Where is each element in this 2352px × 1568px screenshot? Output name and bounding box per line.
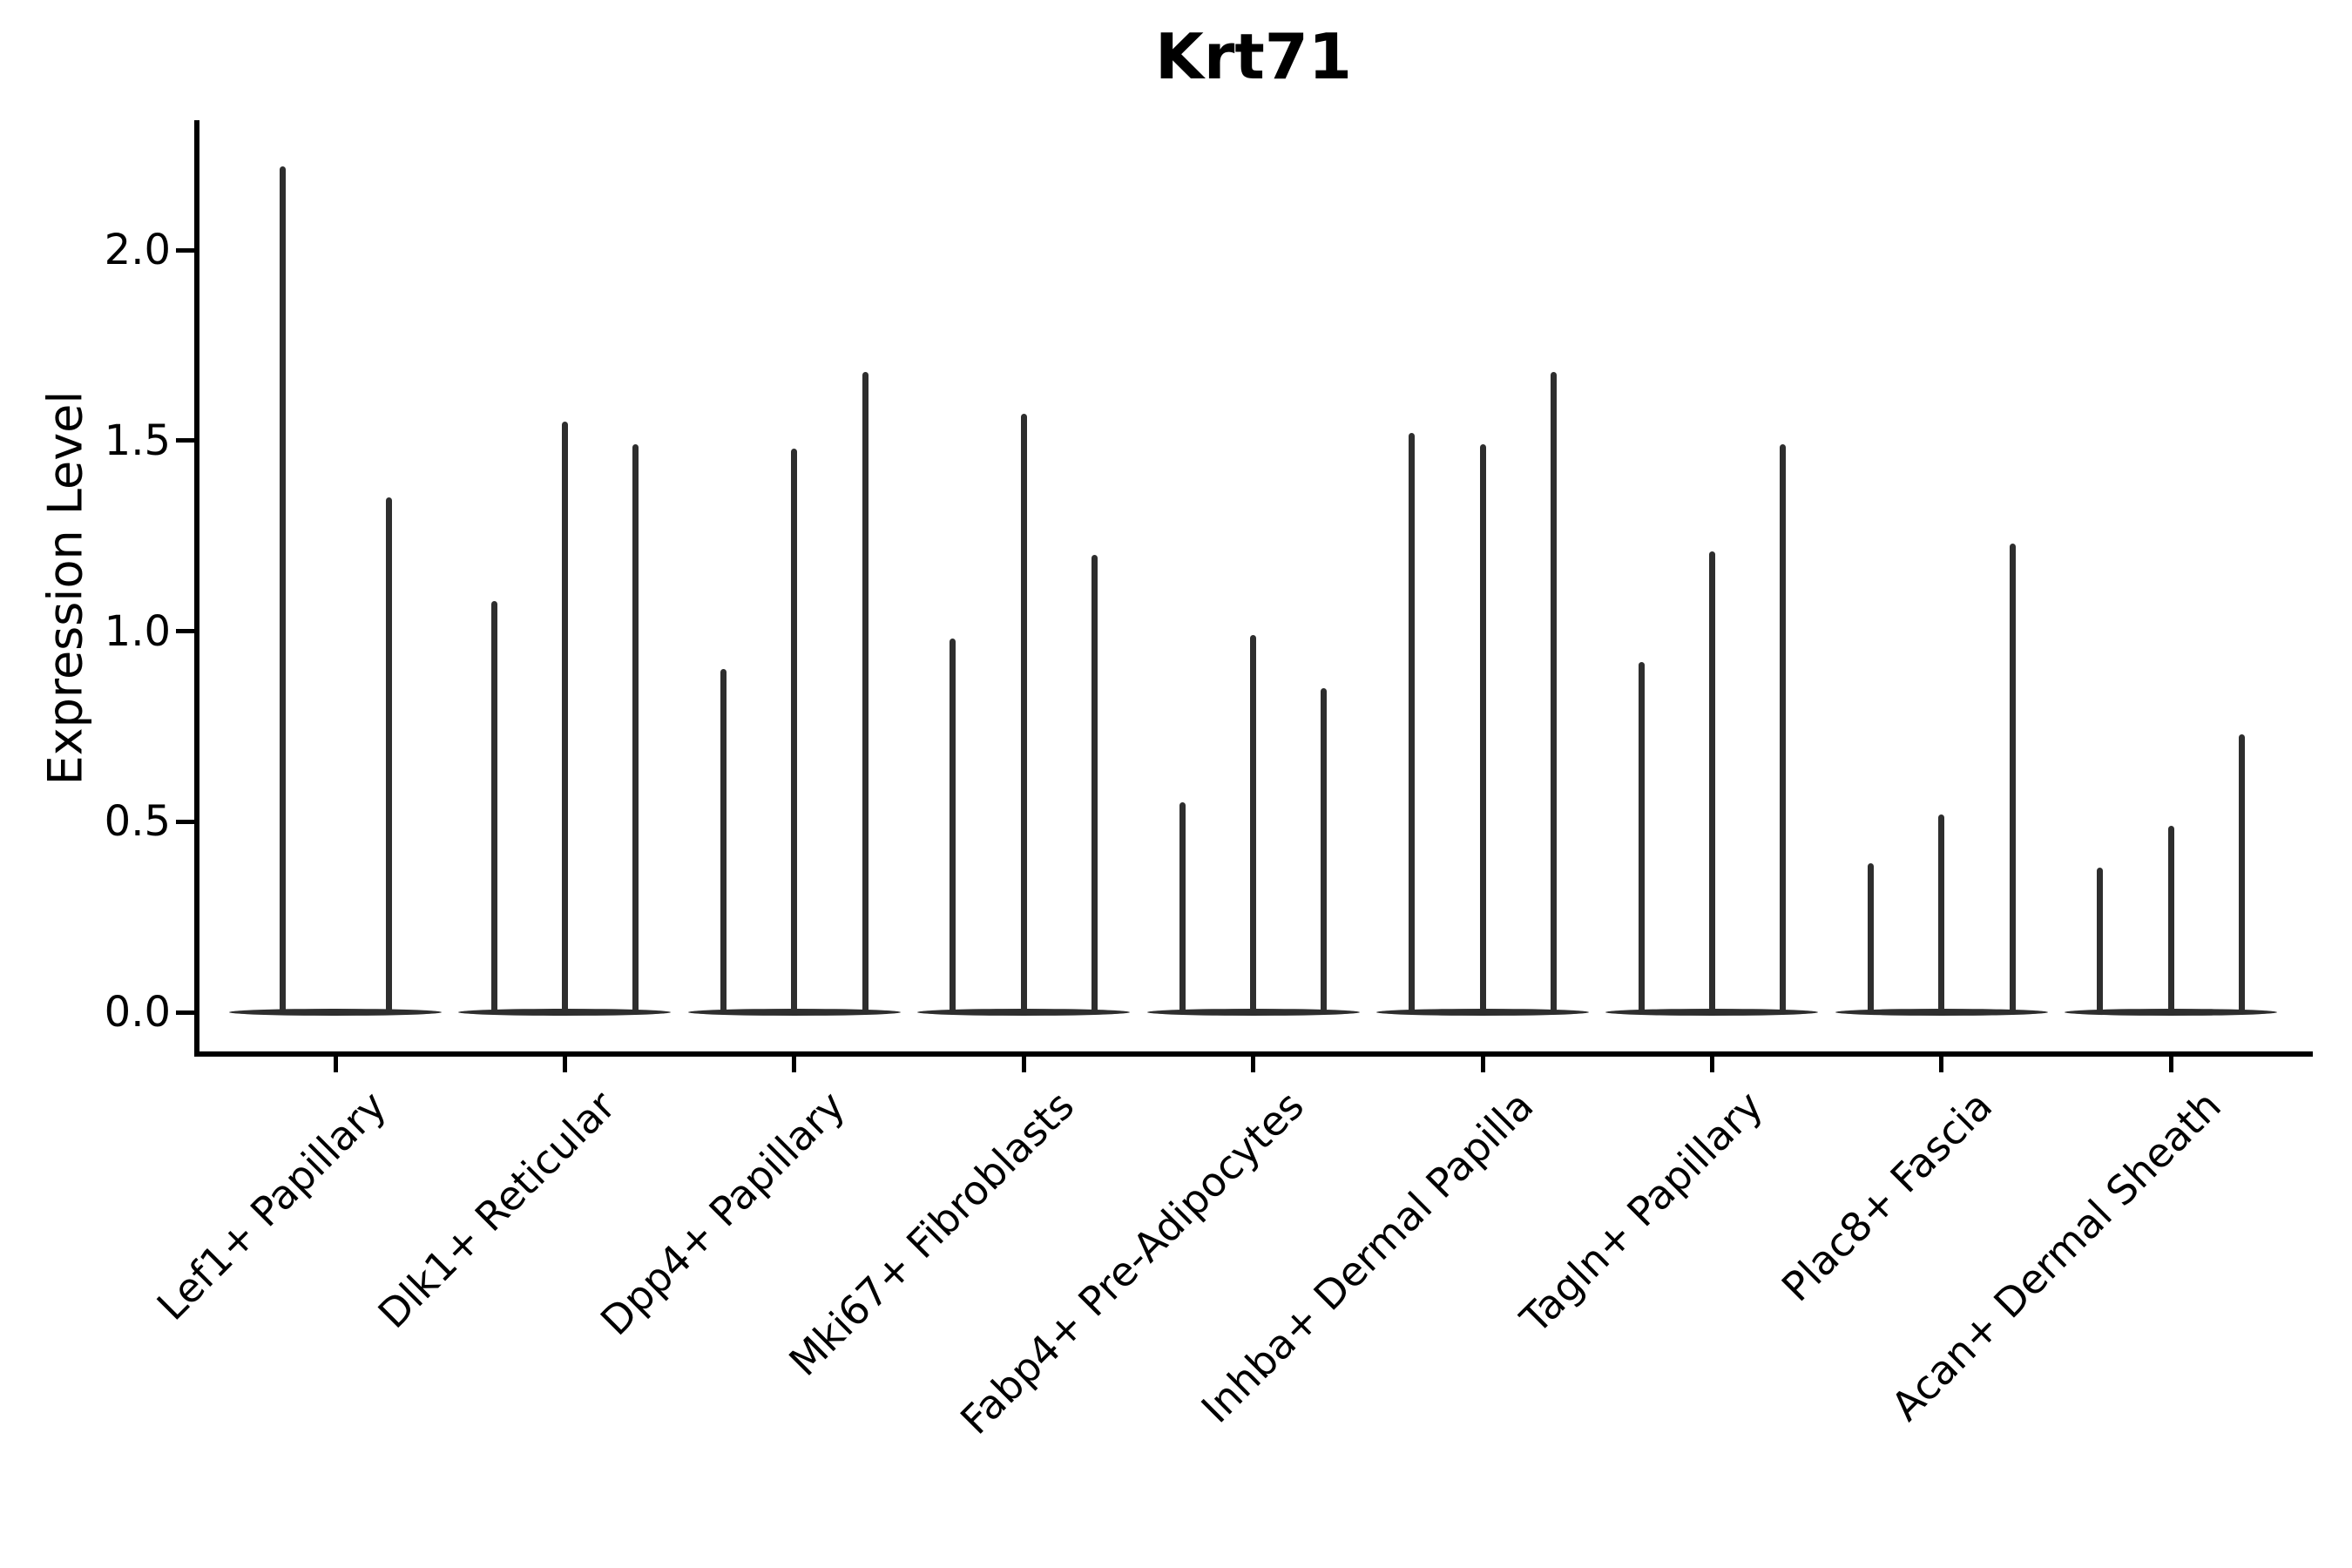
x-axis-tick (1480, 1057, 1485, 1072)
x-axis-label: Lef1+ Papillary (147, 1082, 395, 1329)
x-axis-spine (194, 1051, 2313, 1057)
x-axis-label: Dpp4+ Papillary (591, 1082, 854, 1345)
violin-spike (2239, 733, 2245, 1010)
violin-spike (1020, 414, 1027, 1010)
violin-spike (1550, 372, 1557, 1010)
violin-spike (1938, 814, 1945, 1010)
violin-spike (279, 166, 286, 1010)
violin-baseline (687, 1009, 901, 1016)
violin-spike (490, 600, 497, 1010)
x-axis-tick (1939, 1057, 1944, 1072)
x-axis-label: Dlk1+ Reticular (368, 1082, 625, 1338)
violin-spike (1321, 688, 1328, 1010)
y-axis-tick (176, 819, 197, 824)
x-axis-label: Tagln+ Papillary (1511, 1082, 1772, 1342)
x-axis-tick (2168, 1057, 2173, 1072)
x-axis-label: Plac8+ Fascia (1772, 1082, 2001, 1311)
y-axis-tick-label: 0.5 (104, 797, 171, 847)
violin-spike (2097, 867, 2104, 1011)
violin-spike (1179, 802, 1186, 1010)
violin-spike (2009, 543, 2016, 1010)
violin-spike (2167, 825, 2174, 1010)
y-axis-tick (176, 247, 197, 253)
chart-title: Krt71 (1155, 20, 1352, 93)
violin-spike (1092, 555, 1098, 1010)
y-axis-spine (194, 120, 199, 1057)
violin-spike (632, 444, 639, 1010)
violin-spike (1868, 863, 1874, 1010)
y-axis-tick-label: 1.5 (104, 416, 171, 465)
y-axis-tick-label: 0.0 (104, 988, 171, 1037)
violin-spike (1409, 433, 1416, 1010)
violin-spike (862, 372, 868, 1010)
violin-baseline (458, 1009, 672, 1016)
violin-spike (720, 669, 727, 1011)
y-axis-tick-label: 2.0 (104, 226, 171, 274)
x-axis-tick (1251, 1057, 1256, 1072)
x-axis-tick (1709, 1057, 1714, 1072)
x-axis-tick (792, 1057, 797, 1072)
violin-spike (1479, 444, 1486, 1010)
violin-spike (1708, 551, 1715, 1010)
violin-baseline (1376, 1009, 1589, 1016)
violin-spike (950, 639, 956, 1011)
violin-spike (791, 448, 798, 1010)
y-axis-tick-label: 1.0 (104, 606, 171, 656)
violin-spike (1780, 444, 1787, 1010)
y-axis-tick (176, 438, 197, 443)
violin-spike (385, 497, 392, 1010)
x-axis-tick (562, 1057, 567, 1072)
x-axis-tick (333, 1057, 338, 1072)
x-axis-tick (1021, 1057, 1026, 1072)
violin-baseline (917, 1009, 1131, 1016)
violin-baseline (229, 1009, 442, 1016)
violin-baseline (1146, 1009, 1360, 1016)
violin-spike (1250, 634, 1257, 1010)
violin-baseline (1835, 1009, 2048, 1016)
violin-spike (561, 421, 568, 1010)
violin-baseline (2065, 1009, 2278, 1016)
violin-baseline (1605, 1009, 1819, 1016)
violin-spike (1638, 661, 1645, 1010)
y-axis-tick (176, 1010, 197, 1015)
y-axis-tick (176, 629, 197, 633)
